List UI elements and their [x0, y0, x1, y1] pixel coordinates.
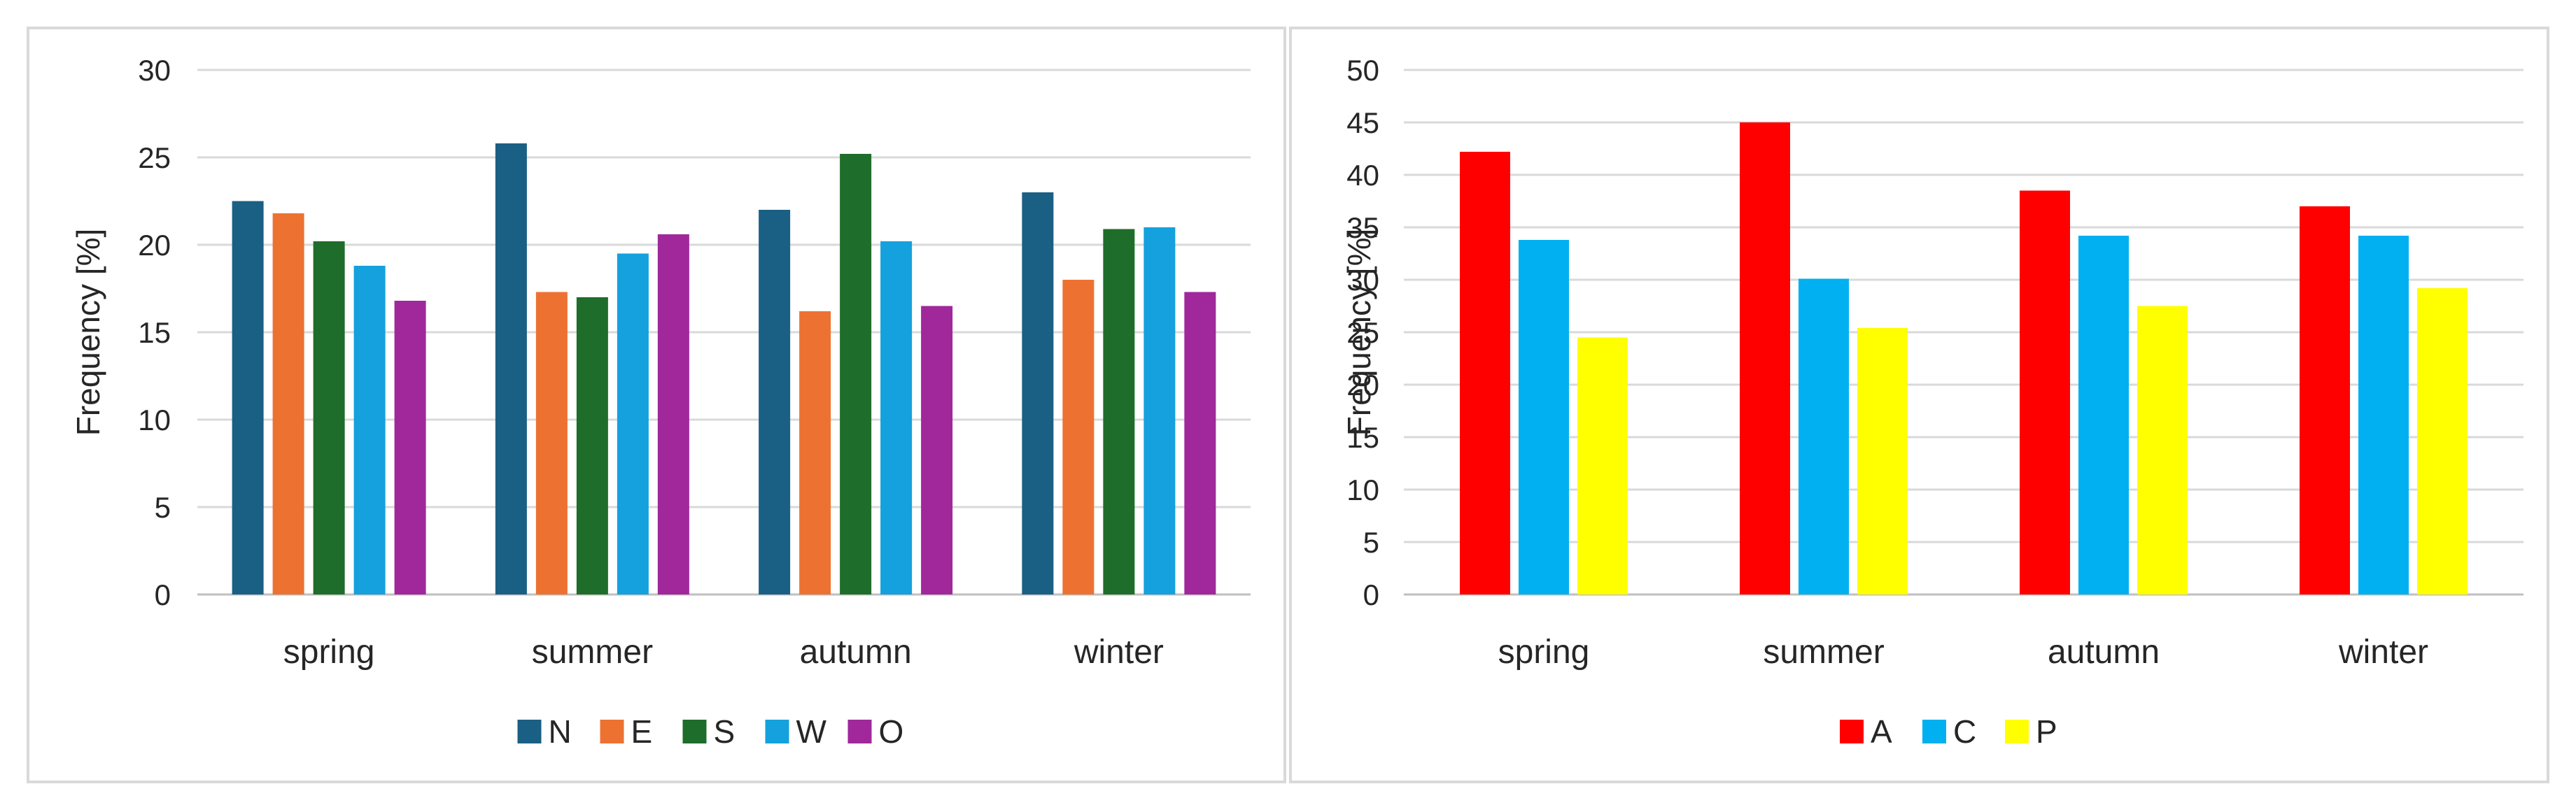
y-tick-label: 15: [1346, 421, 1379, 454]
legend-label-e: E: [631, 713, 653, 750]
bar-w-autumn: [880, 241, 913, 594]
legend-swatch-n: [517, 720, 542, 743]
x-category-label: autumn: [800, 634, 912, 671]
bar-o-summer: [657, 234, 689, 594]
chart-right: 0 5 10 15 20 25 30 35 40 45 50 Frequency [%] spring s…: [1341, 54, 2524, 750]
bar-a-autumn: [2020, 190, 2070, 594]
bar-s-winter: [1103, 229, 1135, 594]
x-category-label: spring: [1498, 634, 1590, 671]
bar-o-autumn: [921, 306, 953, 594]
legend-swatch-o: [847, 720, 872, 743]
bar-n-spring: [232, 201, 264, 594]
y-tick-label: 10: [1346, 473, 1379, 506]
y-tick-label: 0: [155, 578, 171, 611]
legend-label-s: S: [714, 713, 736, 750]
bar-p-autumn: [2137, 306, 2188, 594]
y-tick-label: 25: [1346, 316, 1379, 349]
legend-label-o: O: [879, 713, 904, 750]
y-tick-label: 20: [138, 229, 171, 262]
bar-n-winter: [1022, 192, 1054, 594]
y-tick-label: 30: [1346, 264, 1379, 297]
x-category-label: winter: [2338, 634, 2428, 671]
bar-e-spring: [272, 213, 304, 594]
bar-s-autumn: [840, 154, 872, 594]
bar-p-summer: [1857, 328, 1908, 594]
chart-panel-left: 0 5 10 15 20 25 30 Frequency [%] spring summer aut…: [27, 27, 1286, 783]
bar-s-summer: [576, 297, 608, 594]
bar-w-spring: [353, 266, 386, 594]
y-tick-label: 40: [1346, 159, 1379, 192]
chart-left: 0 5 10 15 20 25 30 Frequency [%] spring summer aut…: [70, 54, 1251, 750]
bar-e-winter: [1062, 280, 1095, 594]
legend-swatch-p: [2005, 720, 2029, 743]
y-tick-label: 10: [138, 404, 171, 436]
legend-swatch-w: [765, 720, 789, 743]
bar-p-winter: [2417, 288, 2468, 594]
legend-label-n: N: [549, 713, 572, 750]
bar-w-winter: [1143, 227, 1176, 594]
bar-e-summer: [535, 292, 568, 594]
x-category-label: spring: [283, 634, 375, 671]
y-axis-label: Frequency [%]: [1341, 229, 1377, 436]
y-tick-label: 5: [155, 491, 171, 524]
legend-label-a: A: [1871, 713, 1892, 750]
chart-panel-right: 0 5 10 15 20 25 30 35 40 45 50 Frequency [%] spring s…: [1289, 27, 2549, 783]
y-tick-label: 15: [138, 316, 171, 349]
bar-c-winter: [2358, 236, 2409, 594]
legend-label-p: P: [2036, 713, 2057, 750]
y-tick-label: 45: [1346, 106, 1379, 139]
bar-a-winter: [2300, 206, 2350, 594]
bar-n-autumn: [759, 210, 791, 594]
legend-swatch-e: [600, 720, 624, 743]
legend-swatch-s: [682, 720, 707, 743]
y-tick-label: 20: [1346, 369, 1379, 401]
legend-label-w: W: [796, 713, 827, 750]
y-tick-label: 35: [1346, 211, 1379, 244]
bar-a-summer: [1740, 122, 1790, 594]
bar-o-winter: [1184, 292, 1216, 594]
bar-p-spring: [1577, 337, 1628, 594]
bar-a-spring: [1460, 152, 1510, 594]
bar-s-spring: [313, 241, 345, 594]
y-tick-label: 30: [138, 54, 171, 87]
bar-c-spring: [1519, 240, 1569, 594]
bar-c-summer: [1799, 278, 1849, 594]
bar-n-summer: [495, 143, 527, 594]
y-tick-label: 50: [1346, 54, 1379, 87]
y-tick-label: 0: [1363, 578, 1379, 611]
y-tick-label: 5: [1363, 526, 1379, 559]
bar-w-summer: [617, 253, 649, 594]
x-category-label: autumn: [2048, 634, 2160, 671]
legend-swatch-c: [1922, 720, 1946, 743]
x-category-label: summer: [1763, 634, 1884, 671]
bar-e-autumn: [799, 311, 831, 594]
legend-label-c: C: [1953, 713, 1976, 750]
bar-c-autumn: [2078, 236, 2129, 594]
x-category-label: summer: [532, 634, 653, 671]
bar-o-spring: [394, 301, 426, 594]
x-category-label: winter: [1074, 634, 1164, 671]
y-axis-label: Frequency [%]: [70, 229, 106, 436]
y-tick-label: 25: [138, 141, 171, 174]
legend-swatch-a: [1840, 720, 1864, 743]
